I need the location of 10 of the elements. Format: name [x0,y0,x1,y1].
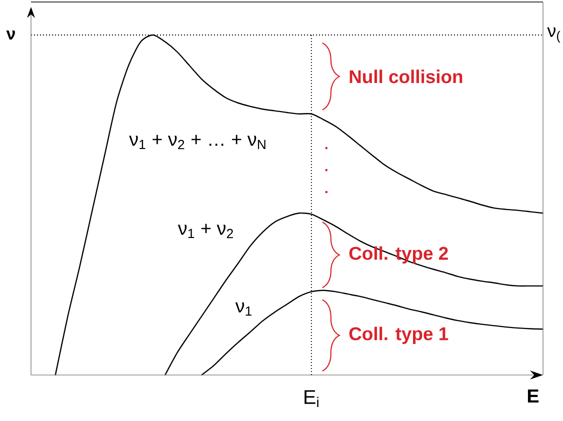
annotation: Coll. type 2 [349,246,448,264]
annotation: Coll. type 1 [349,326,448,344]
annotation: Null collision [350,70,462,84]
y-axis-title: ν [6,30,15,40]
series-label: ν$_{1}$ [235,302,252,316]
ref-line-label: ν$_{(}$ [547,27,560,43]
series-label: ν$_{1}$ + ν$_{2}$ + … + ν$_{N}$ [129,134,266,150]
series-label: ν$_{1}$ + ν$_{2}$ [178,224,233,238]
text: E$_{i}$ [304,390,318,408]
x-axis-title: E [528,389,539,403]
